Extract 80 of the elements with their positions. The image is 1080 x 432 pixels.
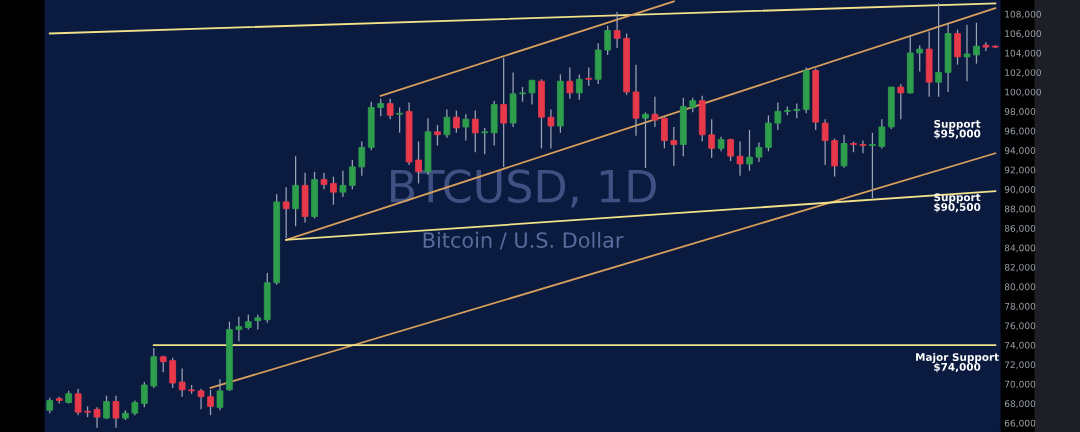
candlestick bbox=[500, 57, 507, 168]
candlestick bbox=[140, 381, 148, 408]
y-tick-label: 84,000 bbox=[1004, 244, 1036, 253]
text: Bitcoin / U.S. Dollar bbox=[423, 231, 624, 250]
y-tick-label: 68,000 bbox=[1004, 400, 1036, 408]
candlestick bbox=[575, 73, 583, 101]
candlestick bbox=[651, 96, 659, 128]
candlestick bbox=[169, 357, 177, 389]
candlestick bbox=[736, 140, 744, 177]
candlestick bbox=[216, 378, 224, 411]
candlestick bbox=[954, 28, 961, 66]
candlestick bbox=[292, 155, 299, 227]
candlestick bbox=[235, 316, 243, 342]
candlestick bbox=[963, 24, 971, 82]
y-tick-label: 66,000 bbox=[1004, 419, 1036, 428]
y-tick-label: 80,000 bbox=[1004, 283, 1036, 292]
candlestick bbox=[613, 11, 621, 49]
candlestick bbox=[112, 395, 120, 429]
y-tick-label: 104,000 bbox=[1005, 49, 1041, 58]
candlestick bbox=[207, 389, 214, 416]
candlestick bbox=[661, 115, 668, 150]
y-tick-label: 90,000 bbox=[1004, 186, 1036, 194]
candlestick bbox=[462, 113, 470, 142]
candlestick bbox=[708, 118, 716, 159]
annotation: Support $95,000 bbox=[934, 119, 981, 139]
y-tick-label: 82,000 bbox=[1004, 263, 1036, 272]
y-tick-label: 92,000 bbox=[1004, 166, 1036, 175]
candlestick bbox=[330, 175, 337, 206]
y-tick-label: 86,000 bbox=[1004, 224, 1036, 233]
candlestick bbox=[197, 388, 205, 410]
candlestick bbox=[821, 118, 829, 166]
candlestick bbox=[481, 127, 489, 155]
candlestick bbox=[755, 141, 763, 163]
candlestick bbox=[528, 79, 536, 106]
candlestick bbox=[547, 108, 555, 150]
candlestick bbox=[642, 111, 649, 169]
candlestick bbox=[840, 134, 848, 169]
candlestick bbox=[320, 172, 328, 190]
y-tick-label: 100,000 bbox=[1005, 88, 1041, 97]
candlestick bbox=[604, 25, 612, 56]
candlestick bbox=[178, 367, 186, 398]
candlestick bbox=[339, 170, 347, 198]
candlestick bbox=[973, 22, 980, 65]
annotation: Major Support $74,000 bbox=[916, 352, 999, 373]
candlestick bbox=[746, 129, 753, 172]
candlestick bbox=[585, 66, 593, 87]
candlestick bbox=[774, 101, 782, 131]
candlestick bbox=[859, 139, 867, 154]
y-tick-label: 98,000 bbox=[1004, 108, 1036, 116]
candlestick bbox=[434, 124, 441, 147]
candlestick bbox=[386, 98, 394, 120]
y-tick-label: 94,000 bbox=[1004, 147, 1036, 155]
y-tick-label: 106,000 bbox=[1005, 30, 1041, 38]
candlestick bbox=[349, 159, 356, 190]
candlestick bbox=[916, 44, 924, 73]
y-tick-label: 108,000 bbox=[1005, 10, 1041, 19]
candlestick bbox=[396, 106, 403, 134]
y-tick-label: 70,000 bbox=[1004, 380, 1036, 389]
candlestick bbox=[566, 66, 574, 100]
candlestick bbox=[878, 118, 886, 150]
candlestick bbox=[453, 109, 460, 134]
candlestick bbox=[982, 41, 990, 52]
candlestick bbox=[358, 140, 366, 177]
y-tick-label: 102,000 bbox=[1005, 69, 1041, 77]
candlestick bbox=[670, 126, 678, 167]
candlestick bbox=[93, 406, 101, 429]
candlestick bbox=[74, 388, 82, 416]
candlestick bbox=[443, 108, 451, 139]
y-tick-label: 74,000 bbox=[1004, 341, 1036, 350]
candlestick bbox=[282, 186, 290, 239]
y-tick-label: 72,000 bbox=[1004, 361, 1036, 370]
candlestick bbox=[897, 83, 905, 120]
annotation: Support $90,500 bbox=[934, 193, 981, 213]
y-tick-label: 78,000 bbox=[1004, 302, 1036, 311]
y-tick-label: 88,000 bbox=[1004, 205, 1036, 214]
candlestick bbox=[935, 2, 942, 98]
candlestick bbox=[869, 132, 876, 199]
y-tick-label: 76,000 bbox=[1004, 322, 1036, 331]
y-tick-label: 96,000 bbox=[1004, 127, 1036, 136]
candlestick bbox=[471, 109, 479, 153]
